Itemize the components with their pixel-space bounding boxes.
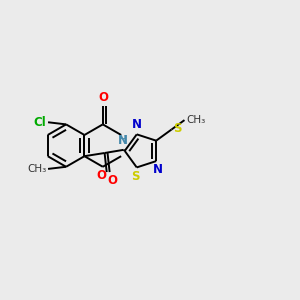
Text: S: S <box>173 122 182 135</box>
Text: CH₃: CH₃ <box>27 164 46 174</box>
Text: O: O <box>99 91 109 104</box>
Text: O: O <box>96 169 106 182</box>
Text: H: H <box>119 135 127 146</box>
Text: O: O <box>107 174 117 187</box>
Text: Cl: Cl <box>33 116 46 129</box>
Text: S: S <box>131 170 140 183</box>
Text: N: N <box>118 134 128 148</box>
Text: CH₃: CH₃ <box>186 115 205 125</box>
Text: N: N <box>153 164 163 176</box>
Text: N: N <box>132 118 142 131</box>
